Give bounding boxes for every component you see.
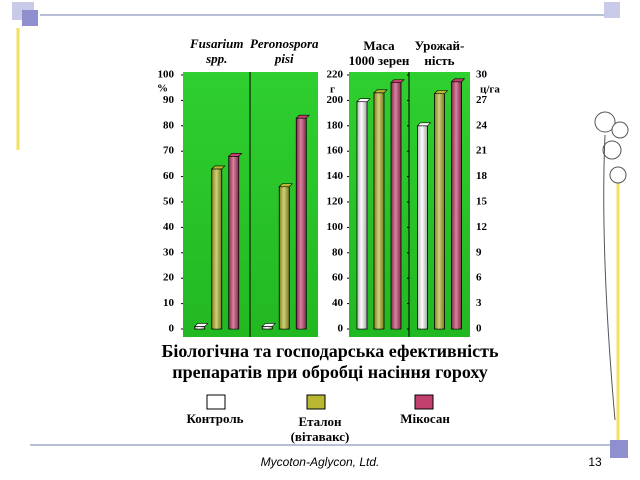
bar-top bbox=[295, 114, 310, 119]
category-label: Урожай- ність bbox=[414, 38, 465, 68]
bar-top bbox=[228, 152, 243, 157]
y-tick-label: 3 bbox=[476, 297, 482, 309]
bar-shade bbox=[374, 92, 384, 329]
y-tick-label: 100 bbox=[158, 69, 175, 81]
y-tick-label: 120 bbox=[327, 196, 344, 208]
y-tick-label: 200 bbox=[327, 94, 344, 106]
bar-shade bbox=[279, 186, 290, 329]
y-tick-label: 30 bbox=[163, 246, 175, 258]
y-tick-label: 70 bbox=[163, 145, 175, 157]
y-tick-label: 60 bbox=[332, 272, 344, 284]
legend-label: Мікосан bbox=[400, 411, 450, 426]
bar-top bbox=[261, 323, 276, 327]
y-tick-label: 20 bbox=[163, 272, 175, 284]
y-tick-label: 80 bbox=[332, 246, 344, 258]
bar-top bbox=[390, 79, 405, 83]
y-tick-label: 40 bbox=[163, 221, 175, 233]
y-tick-label: 90 bbox=[163, 94, 175, 106]
bar-top bbox=[433, 90, 449, 94]
bar-shade bbox=[434, 93, 445, 329]
decor bbox=[604, 2, 620, 18]
bar-shade bbox=[451, 81, 462, 329]
y-unit: % bbox=[157, 83, 168, 95]
bar-top bbox=[356, 98, 371, 102]
y-tick-label: 40 bbox=[332, 297, 344, 309]
y-tick-label: 60 bbox=[163, 170, 175, 182]
legend-swatch bbox=[306, 394, 326, 410]
footer: Mycoton-Aglycon, Ltd. bbox=[260, 455, 380, 469]
category-label: Peronospora pisi bbox=[249, 36, 319, 66]
bar-shade bbox=[296, 118, 307, 330]
y-tick-label: 18 bbox=[476, 170, 488, 182]
y-tick-label: 6 bbox=[476, 272, 482, 284]
bar-top bbox=[194, 323, 209, 327]
bar-top bbox=[416, 122, 432, 127]
legend-label: Еталон (вітавакс) bbox=[290, 414, 350, 444]
y-tick-label: 0 bbox=[169, 323, 175, 335]
bar-top bbox=[373, 89, 388, 94]
bar-shade bbox=[262, 326, 273, 329]
y-tick-label: 24 bbox=[476, 119, 488, 131]
y-tick-label: 100 bbox=[327, 221, 344, 233]
y-tick-label: 50 bbox=[163, 196, 175, 208]
decor bbox=[22, 10, 38, 26]
y-tick-label: 10 bbox=[163, 297, 175, 309]
decor bbox=[610, 440, 628, 458]
y-tick-label: 140 bbox=[327, 170, 344, 182]
legend bbox=[206, 394, 434, 410]
y-tick-label: 220 bbox=[327, 69, 344, 81]
y-tick-label: 80 bbox=[163, 119, 175, 131]
y-tick-label: 0 bbox=[338, 323, 344, 335]
y-unit: г bbox=[330, 84, 335, 96]
bar-top bbox=[211, 165, 226, 170]
y-tick-label: 9 bbox=[476, 246, 482, 258]
y-tick-label: 180 bbox=[327, 119, 344, 131]
y-unit: ц/га bbox=[480, 84, 500, 96]
page-number: 13 bbox=[588, 455, 602, 469]
category-label: Маса 1000 зерен bbox=[348, 38, 410, 68]
y-tick-label: 30 bbox=[476, 69, 488, 81]
y-tick-label: 27 bbox=[476, 94, 488, 106]
y-tick-label: 0 bbox=[476, 323, 482, 335]
category-label: Fusarium spp. bbox=[190, 36, 244, 66]
bar-top bbox=[450, 78, 466, 83]
y-tick-label: 15 bbox=[476, 196, 488, 208]
legend-swatch bbox=[206, 394, 226, 410]
legend-swatch bbox=[414, 394, 434, 410]
bar-shade bbox=[391, 82, 401, 330]
bar-shade bbox=[228, 156, 239, 329]
y-tick-label: 21 bbox=[476, 145, 487, 157]
chart-title: Біологічна та господарська ефективність … bbox=[161, 341, 499, 382]
bar-top bbox=[278, 183, 293, 188]
bar-shade bbox=[417, 125, 428, 329]
legend-label: Контроль bbox=[186, 411, 244, 426]
bar-shade bbox=[211, 168, 222, 329]
y-tick-label: 160 bbox=[327, 145, 344, 157]
bar-shade bbox=[194, 326, 205, 329]
bar-shade bbox=[357, 101, 367, 329]
flower bbox=[594, 111, 629, 421]
y-tick-label: 12 bbox=[476, 221, 488, 233]
